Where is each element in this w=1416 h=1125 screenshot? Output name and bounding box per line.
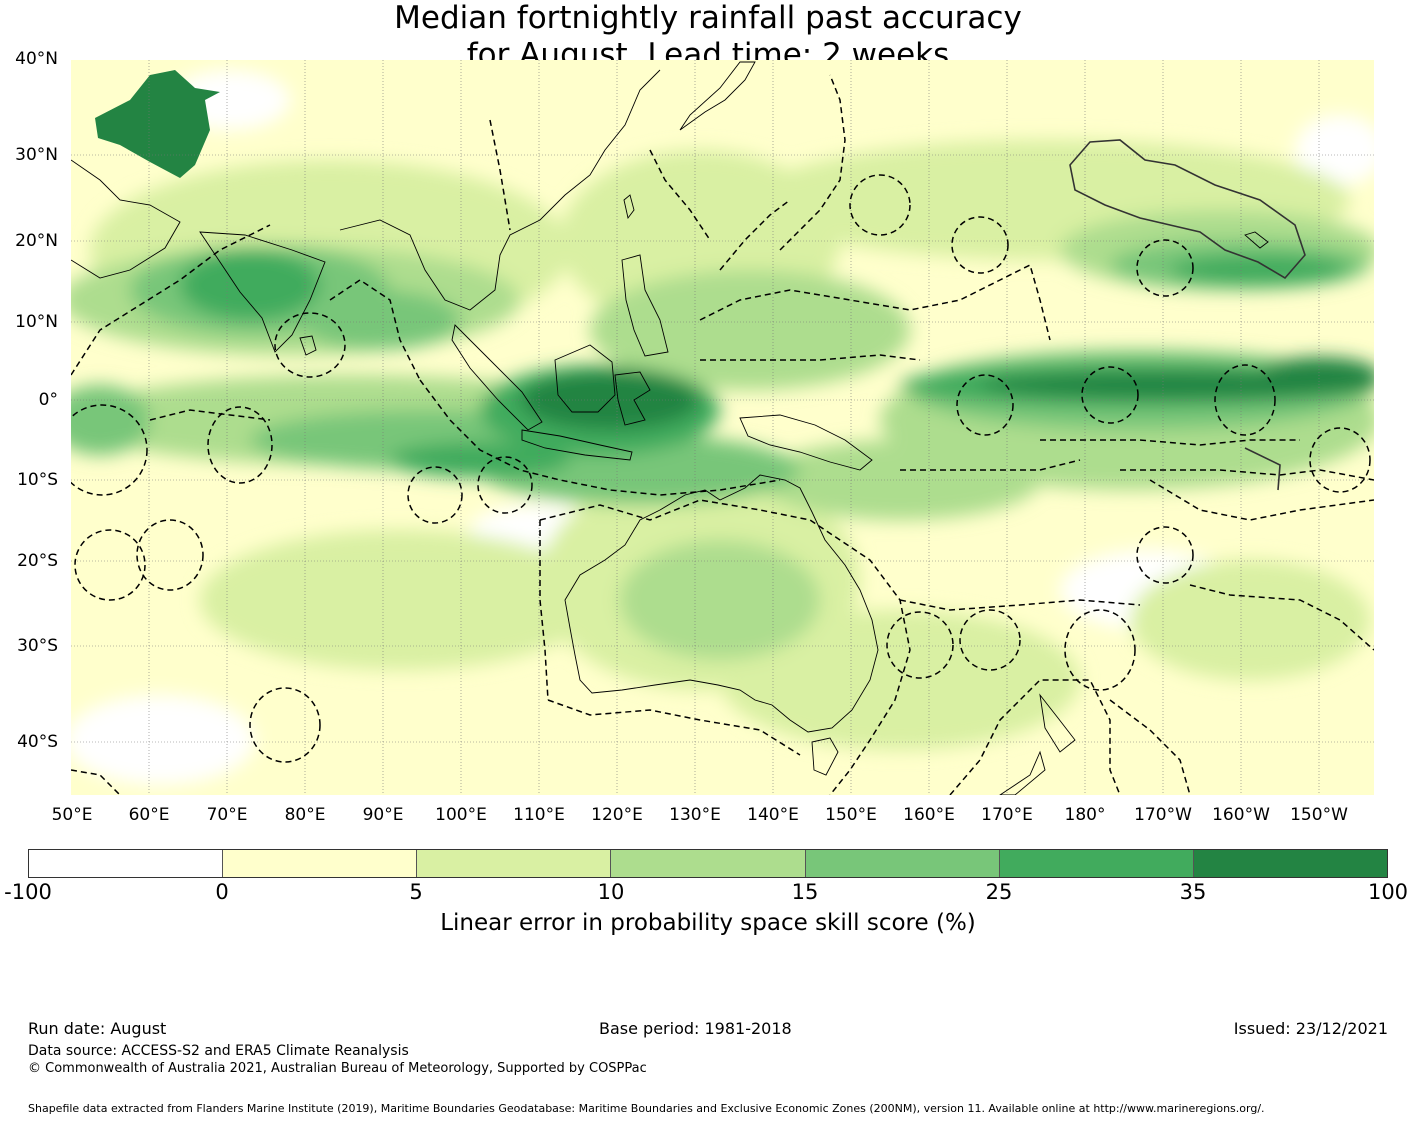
kiribati-boundary [1244, 447, 1281, 491]
shapefile-credit: Shapefile data extracted from Flanders M… [28, 1102, 1265, 1115]
lon-label: 170°W [1134, 805, 1192, 825]
sri-lanka-coastline [299, 335, 317, 356]
lon-label: 160°W [1212, 805, 1270, 825]
colorbar-segment [999, 850, 1194, 877]
dark-skill-patch [95, 70, 220, 178]
lon-label: 130°E [669, 805, 721, 825]
colorbar-tick: 0 [215, 880, 229, 904]
lon-label: 170°E [981, 805, 1033, 825]
lat-label: 40°S [17, 732, 58, 752]
colorbar-segment [29, 850, 224, 877]
colorbar-tick: 15 [791, 880, 819, 904]
lon-label: 150°W [1290, 805, 1348, 825]
lon-label: 80°E [284, 805, 326, 825]
lon-label: 120°E [591, 805, 643, 825]
lat-label: 10°N [15, 312, 58, 332]
hawaii-coastline [1244, 231, 1269, 249]
taiwan-coastline [623, 194, 635, 220]
coastlines [71, 61, 1269, 795]
chart-title-line1: Median fortnightly rainfall past accurac… [394, 0, 1022, 36]
colorbar-segment [223, 850, 418, 877]
colorbar-tick: 25 [985, 880, 1013, 904]
hawaii-eez-boundary [1069, 139, 1306, 280]
colorbar-tick: 5 [409, 880, 423, 904]
colorbar-tick: -100 [4, 880, 52, 904]
australia-coastline [564, 474, 879, 733]
colorbar-label: Linear error in probability space skill … [440, 910, 976, 936]
new-zealand-north-coastline [1039, 693, 1076, 753]
new-zealand-south-coastline [999, 750, 1046, 795]
borneo-coastline [554, 344, 616, 413]
lon-label: 100°E [435, 805, 487, 825]
lat-label: 20°N [15, 231, 58, 251]
new-guinea-coastline [739, 414, 873, 471]
arabia-coastline [71, 159, 181, 279]
philippines-coastline [621, 254, 669, 357]
japan-coastline [679, 61, 756, 131]
skill-field [71, 70, 1374, 785]
run-date: Run date: August [28, 1019, 167, 1038]
lon-label: 50°E [51, 805, 93, 825]
lat-label: 40°N [15, 49, 58, 69]
colorbar-segment [417, 850, 612, 877]
copyright: © Commonwealth of Australia 2021, Austra… [28, 1061, 647, 1076]
lon-label: 70°E [206, 805, 248, 825]
java-coastline [521, 429, 633, 461]
colorbar-tick: 10 [597, 880, 625, 904]
skill-map [71, 60, 1374, 795]
lon-label: 140°E [747, 805, 799, 825]
lon-label: 110°E [513, 805, 565, 825]
colorbar-tick: 35 [1179, 880, 1207, 904]
sumatra-coastline [451, 324, 543, 431]
colorbar-segment [1193, 850, 1387, 877]
solid-boundaries [1069, 139, 1306, 491]
lat-label: 30°S [17, 636, 58, 656]
india-coastline [199, 231, 326, 353]
map-gridlines [71, 60, 1374, 795]
lon-label: 160°E [903, 805, 955, 825]
southeast-asia-coastline [339, 69, 661, 311]
lon-label: 60°E [128, 805, 170, 825]
colorbar-tick: 100 [1367, 880, 1409, 904]
base-period: Base period: 1981-2018 [599, 1019, 792, 1038]
colorbar-segment [805, 850, 1000, 877]
lat-label: 30°N [15, 145, 58, 165]
lon-label: 180° [1064, 805, 1106, 825]
eez-boundaries [71, 74, 1374, 795]
lat-label: 10°S [17, 470, 58, 490]
lon-label: 150°E [825, 805, 877, 825]
data-source: Data source: ACCESS-S2 and ERA5 Climate … [28, 1043, 409, 1059]
colorbar [28, 849, 1388, 878]
lat-label: 0° [38, 390, 58, 410]
tasmania-coastline [811, 737, 839, 776]
colorbar-segment [611, 850, 806, 877]
lat-label: 20°S [17, 551, 58, 571]
sulawesi-coastline [614, 371, 651, 426]
issued-date: Issued: 23/12/2021 [1233, 1019, 1388, 1038]
lon-label: 90°E [362, 805, 404, 825]
